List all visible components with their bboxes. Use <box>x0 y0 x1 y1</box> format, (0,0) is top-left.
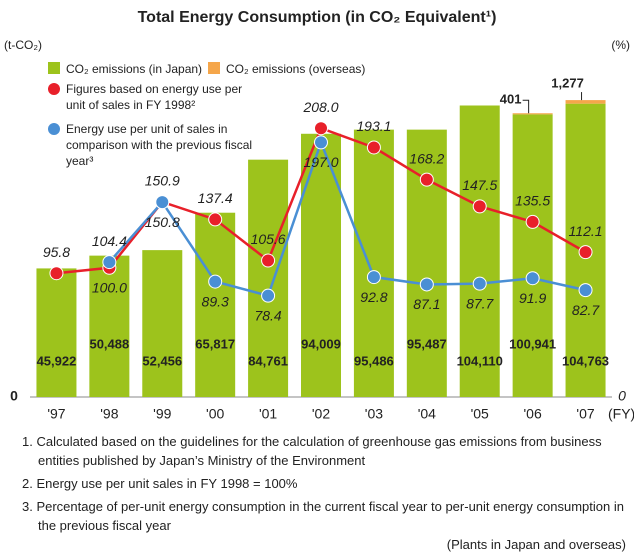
bar <box>565 100 606 104</box>
bar-value-label: 100,941 <box>509 336 556 351</box>
x-tick-label: '99 <box>153 406 171 422</box>
bar-value-label: 84,761 <box>248 353 288 368</box>
bar-value-label: 94,009 <box>301 336 341 351</box>
y2-axis-label: (%) <box>611 38 630 52</box>
legend-swatch <box>48 123 60 135</box>
leader-line <box>522 99 530 114</box>
line-value-label: 78.4 <box>254 307 281 323</box>
line-point <box>155 195 170 210</box>
bar <box>89 255 130 397</box>
line-point <box>578 245 593 260</box>
x-tick-label: '05 <box>471 406 489 422</box>
line-point <box>578 283 593 298</box>
line-point <box>525 214 540 229</box>
line-value-label: 100.0 <box>92 279 127 295</box>
bar-value-label: 104,763 <box>562 353 609 368</box>
line-point <box>261 288 276 303</box>
bar <box>512 114 553 397</box>
legend-label: Energy use per unit of sales in comparis… <box>66 122 253 168</box>
bar-value-label: 95,486 <box>354 353 394 368</box>
x-tick-label: '04 <box>418 406 436 422</box>
bar <box>36 268 77 397</box>
x-tick-label: '07 <box>576 406 594 422</box>
line-value-label: 105.6 <box>251 231 286 247</box>
line-value-label: 87.7 <box>466 295 494 311</box>
line-value-label: 208.0 <box>302 99 338 115</box>
line-value-label: 91.9 <box>519 290 546 306</box>
x-tick-label: '00 <box>206 406 224 422</box>
line-point <box>208 274 223 289</box>
bar-value-label: 45,922 <box>37 353 77 368</box>
line-point <box>314 135 328 150</box>
footnote: 3. Percentage of per-unit energy consump… <box>22 499 624 533</box>
line-point <box>208 212 223 227</box>
line-value-label: 147.5 <box>462 177 497 193</box>
legend-label: Figures based on energy use per unit of … <box>66 82 243 112</box>
x-tick-label: '03 <box>365 406 383 422</box>
line-value-label: 150.8 <box>145 214 180 230</box>
bar <box>301 133 341 398</box>
bar-value-label: 1,277 <box>551 76 584 91</box>
line-value-label: 95.8 <box>43 244 70 260</box>
line-value-label: 135.5 <box>515 193 550 209</box>
bar <box>195 212 236 397</box>
bar <box>459 105 500 397</box>
bar <box>142 250 183 397</box>
bar-value-label: 95,487 <box>407 336 447 351</box>
line-value-label: 112.1 <box>569 223 603 239</box>
bar-value-label: 50,488 <box>89 336 129 351</box>
line-point <box>419 172 434 187</box>
line-point <box>525 271 540 286</box>
line-value-label: 168.2 <box>409 150 444 166</box>
legend-swatch <box>48 83 60 95</box>
line-value-label: 104.4 <box>92 233 127 249</box>
line-point <box>472 199 487 214</box>
line-value-label: 92.8 <box>360 289 387 305</box>
line-value-label: 197.0 <box>303 154 338 170</box>
x-tick-label: '01 <box>259 406 277 422</box>
line-point <box>366 270 381 285</box>
x-tick-label: '98 <box>100 406 118 422</box>
x-tick-label: '02 <box>312 406 330 422</box>
legend-swatch <box>208 62 220 74</box>
y-tick-label: 0 <box>10 388 18 404</box>
line-value-label: 137.4 <box>198 190 233 206</box>
bar <box>512 113 553 115</box>
line-point <box>261 253 276 268</box>
legend-swatch <box>48 62 60 74</box>
line <box>108 138 586 298</box>
bar-value-label: 401 <box>500 92 522 107</box>
legend-label: CO₂ emissions (in Japan) <box>66 62 203 76</box>
y2-tick-label: 0 <box>618 388 626 404</box>
y-axis-label: (t-CO₂) <box>4 38 42 52</box>
line-value-label: 193.1 <box>356 118 391 134</box>
line-point <box>366 140 381 155</box>
bar-value-label: 52,456 <box>142 353 182 368</box>
line-point <box>314 121 328 136</box>
bar-value-label: 104,110 <box>457 353 503 368</box>
bar <box>353 129 394 397</box>
footnote: 1. Calculated based on the guidelines fo… <box>22 434 602 468</box>
line-value-label: 150.9 <box>145 173 180 189</box>
bar-value-label: 65,817 <box>195 336 235 351</box>
bar <box>248 159 289 397</box>
x-tick-label: '97 <box>47 406 65 422</box>
footnote: 2. Energy use per unit sales in FY 1998 … <box>22 476 298 491</box>
x-tick-label: '06 <box>524 406 542 422</box>
line-value-label: 89.3 <box>202 293 229 309</box>
footer: (Plants in Japan and overseas) <box>446 537 626 552</box>
line-point <box>102 255 117 270</box>
chart-title: Total Energy Consumption (in CO₂ Equival… <box>138 9 497 26</box>
legend-label: CO₂ emissions (overseas) <box>226 62 366 76</box>
x-axis-label: (FY) <box>608 406 634 422</box>
line-point <box>419 277 434 292</box>
chart: Total Energy Consumption (in CO₂ Equival… <box>4 9 634 422</box>
line-value-label: 87.1 <box>413 296 440 312</box>
line-point <box>49 266 64 281</box>
line-point <box>472 276 487 291</box>
line-value-label: 82.7 <box>572 302 600 318</box>
